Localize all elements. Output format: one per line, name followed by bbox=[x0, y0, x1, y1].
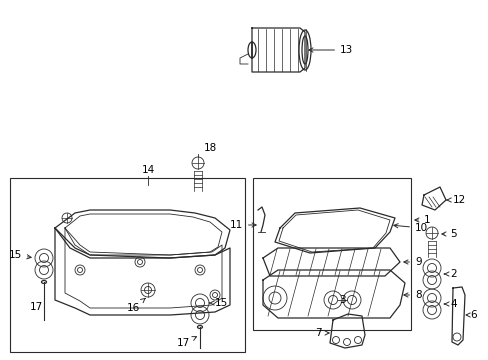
Text: 10: 10 bbox=[393, 223, 427, 233]
Text: 13: 13 bbox=[308, 45, 352, 55]
Text: 12: 12 bbox=[446, 195, 465, 205]
Text: 6: 6 bbox=[465, 310, 476, 320]
Bar bbox=[252, 178, 410, 330]
Text: 3: 3 bbox=[338, 295, 345, 305]
Text: 2: 2 bbox=[444, 269, 456, 279]
Text: 16: 16 bbox=[126, 298, 145, 313]
Text: 9: 9 bbox=[403, 257, 421, 267]
Text: 4: 4 bbox=[444, 299, 456, 309]
Text: 17: 17 bbox=[176, 337, 196, 348]
Text: 11: 11 bbox=[229, 220, 256, 230]
Text: 15: 15 bbox=[209, 298, 228, 308]
Text: 15: 15 bbox=[9, 250, 31, 260]
Text: 8: 8 bbox=[403, 290, 421, 300]
Text: 18: 18 bbox=[203, 143, 216, 153]
Text: 7: 7 bbox=[315, 328, 328, 338]
Text: 1: 1 bbox=[414, 215, 430, 225]
Text: 14: 14 bbox=[141, 165, 154, 175]
Text: 17: 17 bbox=[29, 302, 42, 312]
Bar bbox=[10, 178, 244, 352]
Text: 5: 5 bbox=[441, 229, 456, 239]
